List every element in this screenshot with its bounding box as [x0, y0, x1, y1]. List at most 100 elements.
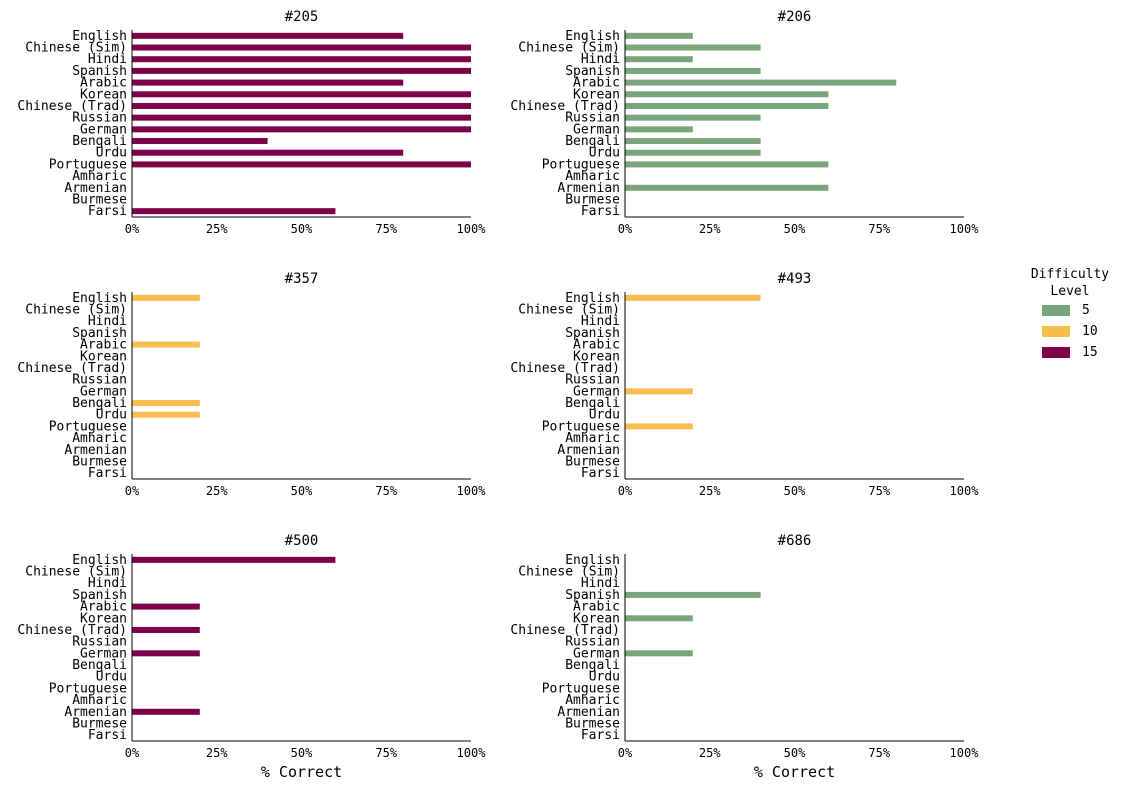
category-tick-label: Portuguese	[49, 419, 127, 434]
bar	[132, 341, 200, 348]
legend-entry: 5	[1042, 300, 1120, 321]
category-tick-label: Spanish	[72, 588, 127, 603]
category-tick-label: Amharic	[72, 693, 127, 708]
panel-title: #500	[285, 533, 319, 549]
x-tick-label: 50%	[291, 484, 313, 498]
bar	[132, 67, 471, 74]
category-tick-label: German	[80, 384, 127, 399]
category-tick-label: Korean	[80, 349, 127, 364]
bar	[625, 161, 829, 168]
category-tick-label: Hindi	[88, 576, 127, 591]
category-tick-label: Chinese (Trad)	[510, 623, 620, 638]
category-tick-label: Amharic	[565, 431, 620, 446]
bar	[625, 91, 829, 98]
category-tick-label: Hindi	[581, 314, 620, 329]
category-tick-label: Portuguese	[542, 157, 620, 172]
category-tick-label: Farsi	[581, 466, 620, 481]
category-tick-label: Russian	[565, 635, 620, 650]
category-tick-label: Armenian	[64, 181, 127, 196]
bar	[132, 79, 404, 86]
bar	[132, 708, 200, 715]
x-tick-label: 25%	[206, 746, 228, 760]
category-tick-label: Korean	[573, 349, 620, 364]
category-tick-label: Amharic	[72, 431, 127, 446]
category-tick-label: Armenian	[557, 181, 620, 196]
bar	[625, 184, 829, 191]
bar	[625, 423, 693, 430]
bar	[625, 615, 693, 622]
category-tick-label: Spanish	[565, 64, 620, 79]
bar	[625, 388, 693, 395]
panel-title: #493	[778, 271, 812, 287]
category-tick-label: Chinese (Trad)	[17, 361, 127, 376]
category-tick-label: Portuguese	[542, 419, 620, 434]
x-tick-label: 100%	[950, 746, 980, 760]
category-tick-label: Portuguese	[542, 681, 620, 696]
category-tick-label: German	[573, 646, 620, 661]
category-tick-label: Chinese (Sim)	[518, 565, 620, 580]
category-tick-label: German	[573, 122, 620, 137]
bar	[625, 56, 693, 63]
category-tick-label: Hindi	[581, 576, 620, 591]
bar	[132, 126, 471, 133]
category-tick-label: Bengali	[72, 396, 127, 411]
panel-title: #686	[778, 533, 812, 549]
category-tick-label: Spanish	[565, 326, 620, 341]
bar	[132, 149, 404, 156]
x-tick-label: 0%	[125, 484, 140, 498]
category-tick-label: Burmese	[565, 716, 620, 731]
category-tick-label: Chinese (Sim)	[25, 303, 127, 318]
category-tick-label: Hindi	[581, 52, 620, 67]
bar	[132, 44, 471, 51]
category-tick-label: Arabic	[80, 76, 127, 91]
x-tick-label: 50%	[784, 746, 806, 760]
bar	[625, 32, 693, 39]
legend: Difficulty Level 5 10 15	[1020, 266, 1120, 363]
category-tick-label: Chinese (Sim)	[518, 41, 620, 56]
bar	[625, 138, 761, 145]
x-tick-label: 25%	[699, 484, 721, 498]
category-tick-label: Korean	[80, 611, 127, 626]
panel-title: #206	[778, 9, 812, 25]
category-tick-label: Spanish	[72, 326, 127, 341]
x-tick-label: 100%	[950, 222, 980, 236]
category-tick-label: Urdu	[96, 670, 127, 685]
category-tick-label: Armenian	[64, 443, 127, 458]
category-tick-label: Chinese (Sim)	[518, 303, 620, 318]
category-tick-label: Spanish	[72, 64, 127, 79]
legend-swatch	[1042, 326, 1070, 337]
category-tick-label: Farsi	[581, 204, 620, 219]
category-tick-label: Bengali	[565, 396, 620, 411]
x-tick-label: 50%	[291, 222, 313, 236]
category-tick-label: Arabic	[573, 600, 620, 615]
category-tick-label: Russian	[565, 111, 620, 126]
category-tick-label: Korean	[573, 611, 620, 626]
category-tick-label: Bengali	[565, 134, 620, 149]
bar	[132, 32, 404, 39]
category-tick-label: Chinese (Trad)	[510, 99, 620, 114]
legend-entry: 10	[1042, 321, 1120, 342]
x-tick-label: 75%	[868, 746, 890, 760]
x-tick-label: 25%	[206, 484, 228, 498]
category-tick-label: Portuguese	[49, 681, 127, 696]
category-tick-label: German	[573, 384, 620, 399]
x-tick-label: 100%	[457, 222, 487, 236]
category-tick-label: Burmese	[72, 192, 127, 207]
bar	[132, 411, 200, 418]
x-tick-label: 75%	[868, 484, 890, 498]
x-tick-label: 0%	[125, 222, 140, 236]
category-tick-label: Russian	[72, 635, 127, 650]
category-tick-label: English	[565, 553, 620, 568]
panel-title: #205	[285, 9, 319, 25]
category-tick-label: Hindi	[88, 52, 127, 67]
legend-swatch	[1042, 347, 1070, 358]
category-tick-label: Chinese (Sim)	[25, 41, 127, 56]
bar	[132, 650, 200, 657]
category-tick-label: English	[565, 29, 620, 44]
category-tick-label: Chinese (Sim)	[25, 565, 127, 580]
bar	[132, 294, 200, 301]
x-tick-label: 0%	[125, 746, 140, 760]
category-tick-label: Hindi	[88, 314, 127, 329]
panel-title: #357	[285, 271, 319, 287]
